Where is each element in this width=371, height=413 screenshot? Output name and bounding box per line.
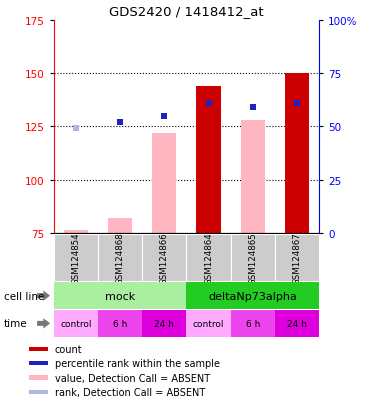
Point bbox=[117, 119, 123, 126]
Point bbox=[250, 104, 256, 111]
Bar bbox=[186, 234, 231, 282]
Point bbox=[294, 100, 300, 107]
Point bbox=[73, 126, 79, 133]
Text: time: time bbox=[4, 318, 27, 329]
Bar bbox=[240, 121, 265, 233]
Text: rank, Detection Call = ABSENT: rank, Detection Call = ABSENT bbox=[55, 387, 205, 397]
Bar bbox=[98, 234, 142, 282]
Bar bbox=[29, 361, 48, 366]
Bar bbox=[98, 310, 142, 337]
Text: GSM124865: GSM124865 bbox=[248, 232, 257, 284]
Text: 24 h: 24 h bbox=[287, 319, 307, 328]
Point bbox=[161, 113, 167, 120]
Bar bbox=[142, 310, 186, 337]
Text: 6 h: 6 h bbox=[113, 319, 127, 328]
Text: 6 h: 6 h bbox=[246, 319, 260, 328]
Text: GSM124864: GSM124864 bbox=[204, 232, 213, 284]
Bar bbox=[108, 218, 132, 233]
Bar bbox=[231, 234, 275, 282]
Text: count: count bbox=[55, 344, 82, 354]
Bar bbox=[29, 375, 48, 380]
Text: cell line: cell line bbox=[4, 291, 44, 301]
Bar bbox=[285, 74, 309, 233]
Bar bbox=[54, 234, 98, 282]
Text: GSM124854: GSM124854 bbox=[71, 232, 81, 284]
Text: percentile rank within the sample: percentile rank within the sample bbox=[55, 358, 220, 368]
Bar bbox=[186, 310, 231, 337]
Bar bbox=[186, 282, 319, 309]
Bar bbox=[231, 310, 275, 337]
Point bbox=[117, 119, 123, 126]
Bar bbox=[29, 347, 48, 351]
Bar bbox=[54, 282, 186, 309]
Text: 24 h: 24 h bbox=[154, 319, 174, 328]
Text: GSM124867: GSM124867 bbox=[292, 232, 302, 284]
Bar bbox=[54, 310, 98, 337]
Bar bbox=[275, 310, 319, 337]
Bar bbox=[142, 234, 186, 282]
Point bbox=[206, 100, 211, 107]
Text: GSM124868: GSM124868 bbox=[116, 232, 125, 284]
Text: value, Detection Call = ABSENT: value, Detection Call = ABSENT bbox=[55, 373, 210, 382]
Bar bbox=[275, 234, 319, 282]
Point bbox=[161, 113, 167, 120]
Text: control: control bbox=[193, 319, 224, 328]
Bar bbox=[29, 390, 48, 394]
Text: control: control bbox=[60, 319, 92, 328]
Text: mock: mock bbox=[105, 291, 135, 301]
Bar bbox=[196, 87, 221, 233]
Title: GDS2420 / 1418412_at: GDS2420 / 1418412_at bbox=[109, 5, 264, 18]
Bar bbox=[64, 230, 88, 233]
Point bbox=[250, 104, 256, 111]
Text: GSM124866: GSM124866 bbox=[160, 232, 169, 284]
Bar bbox=[152, 133, 177, 233]
Text: deltaNp73alpha: deltaNp73alpha bbox=[208, 291, 297, 301]
